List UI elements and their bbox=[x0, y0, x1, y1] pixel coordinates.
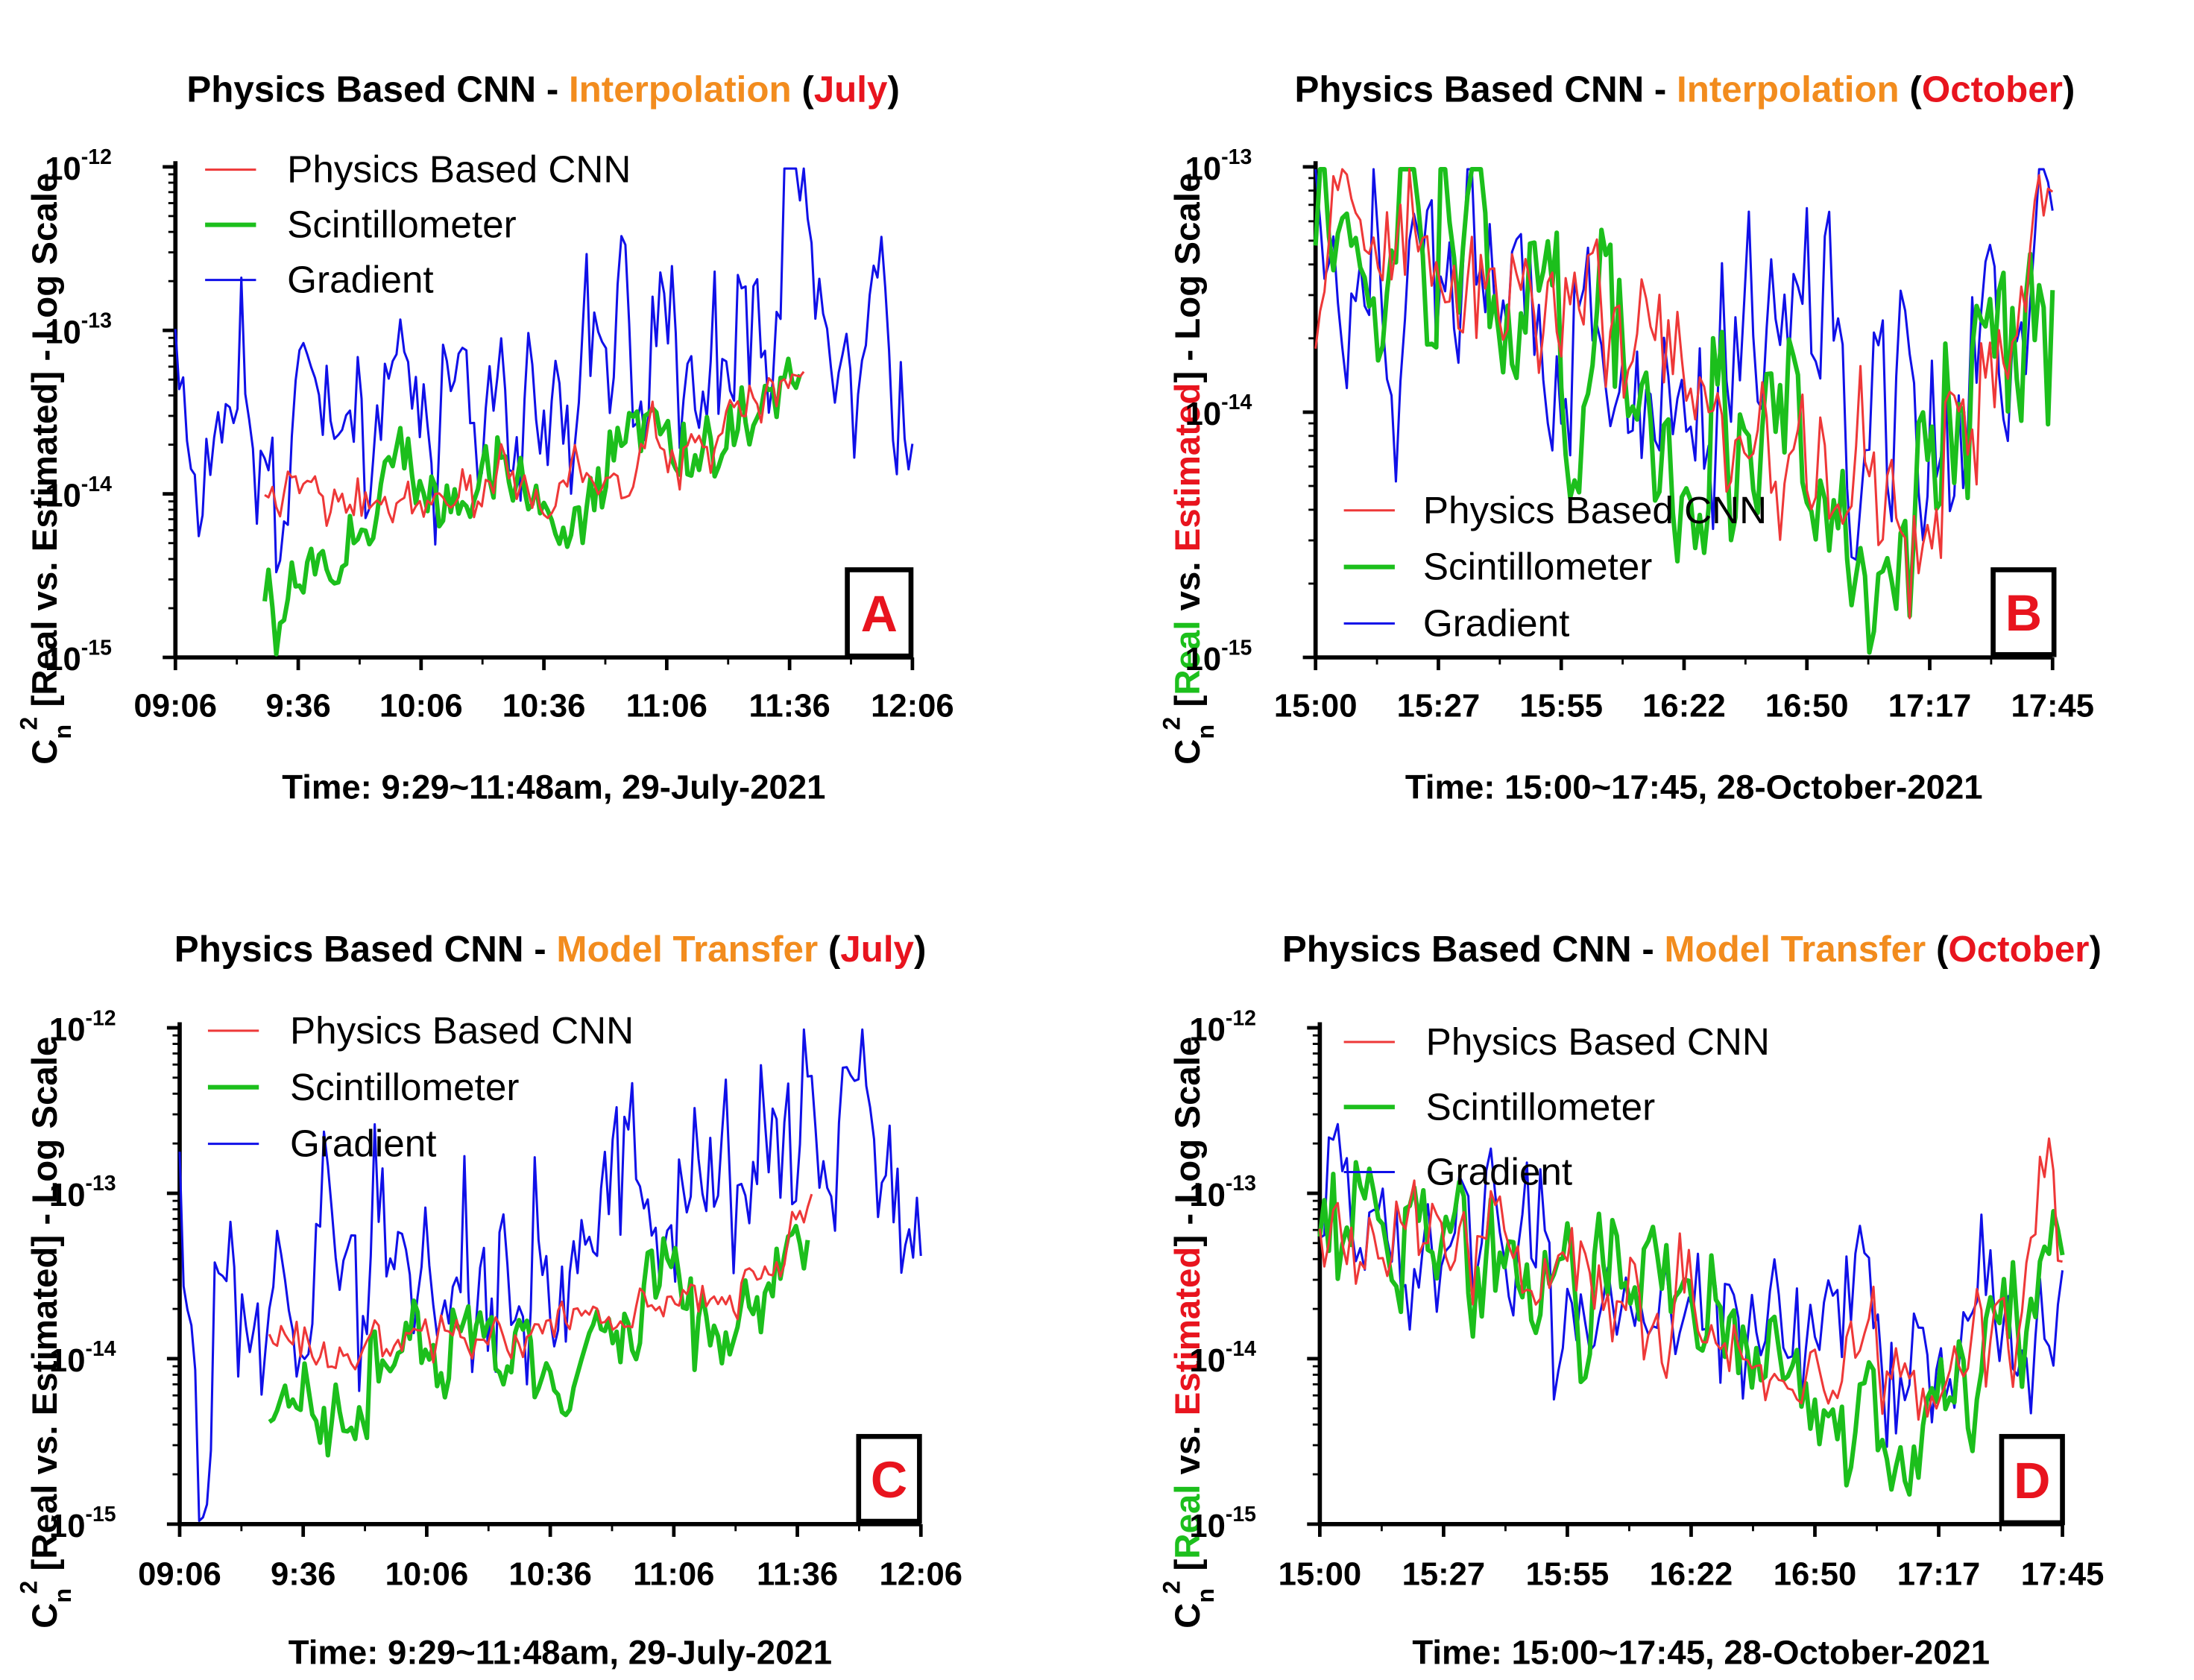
x-tick-label: 16:22 bbox=[1642, 689, 1726, 724]
y-tick-label: 10-15 bbox=[1189, 1503, 1256, 1544]
legend: Physics Based CNN Scintillometer Gradient bbox=[207, 1009, 634, 1165]
x-tick-label: 17:17 bbox=[1897, 1556, 1981, 1592]
panel-badge-letter: B bbox=[2005, 585, 2042, 642]
legend-label-cnn: Physics Based CNN bbox=[287, 148, 631, 191]
legend-label-gradient: Gradient bbox=[1426, 1151, 1572, 1193]
legend: Physics Based CNN Scintillometer Gradient bbox=[205, 148, 631, 301]
legend-label-gradient: Gradient bbox=[1423, 602, 1569, 645]
y-axis-label: Cn2 [Real vs. Estimated] - Log Scale bbox=[1159, 1037, 1220, 1629]
legend-label-gradient: Gradient bbox=[290, 1122, 436, 1165]
series-line-cnn bbox=[264, 370, 805, 527]
x-tick-label: 17:17 bbox=[1888, 689, 1972, 724]
legend-label-scintillometer: Scintillometer bbox=[290, 1066, 519, 1108]
x-tick-label: 16:50 bbox=[1774, 1556, 1857, 1592]
chart-panel-d: Physics Based CNN - Model Transfer (Octo… bbox=[1159, 929, 2105, 1672]
y-axis-label: Cn2 [Real vs. Estimated] - Log Scale bbox=[15, 173, 76, 765]
panel-badge-box bbox=[1990, 567, 2057, 657]
y-tick-label: 10-13 bbox=[49, 1172, 116, 1213]
series-line-cnn bbox=[1318, 1137, 2063, 1421]
series-line-cnn bbox=[268, 1193, 813, 1371]
y-tick-label: 10-13 bbox=[1189, 1172, 1256, 1213]
chart-panel-b: Physics Based CNN - Interpolation (Octob… bbox=[1159, 69, 2095, 806]
x-axis-label: Time: 15:00~17:45, 28-October-2021 bbox=[1405, 768, 1983, 806]
y-tick-label: 10-12 bbox=[49, 1006, 116, 1048]
x-tick-label: 15:27 bbox=[1397, 689, 1481, 724]
x-tick-label: 15:00 bbox=[1274, 689, 1358, 724]
y-tick-label: 10-15 bbox=[1185, 636, 1252, 678]
legend-label-scintillometer: Scintillometer bbox=[1423, 546, 1652, 588]
x-tick-label: 09:06 bbox=[138, 1556, 221, 1592]
x-tick-label: 15:00 bbox=[1279, 1556, 1362, 1592]
y-axis-label: Cn2 [Real vs. Estimated] - Log Scale bbox=[1159, 173, 1220, 765]
series-line-gradient bbox=[174, 167, 914, 574]
y-axis-label: Cn2 [Real vs. Estimated] - Log Scale bbox=[15, 1037, 76, 1629]
y-tick-label: 10-13 bbox=[45, 309, 112, 350]
legend-label-cnn: Physics Based CNN bbox=[1426, 1020, 1770, 1063]
x-tick-label: 11:36 bbox=[749, 689, 830, 724]
y-tick-label: 10-15 bbox=[45, 636, 112, 678]
x-tick-label: 10:06 bbox=[385, 1556, 469, 1592]
x-tick-label: 10:06 bbox=[379, 689, 463, 724]
x-tick-label: 17:45 bbox=[2011, 689, 2094, 724]
x-tick-label: 10:36 bbox=[508, 1556, 592, 1592]
series-line-scintillometer bbox=[1313, 167, 2055, 655]
x-tick-label: 16:50 bbox=[1765, 689, 1849, 724]
x-axis-label: Time: 15:00~17:45, 28-October-2021 bbox=[1412, 1634, 1990, 1672]
x-tick-label: 12:06 bbox=[879, 1556, 962, 1592]
chart-title: Physics Based CNN - Model Transfer (Octo… bbox=[1282, 929, 2102, 970]
legend-label-cnn: Physics Based CNN bbox=[1423, 489, 1767, 531]
y-tick-label: 10-13 bbox=[1185, 145, 1252, 187]
y-tick-label: 10-15 bbox=[49, 1503, 116, 1544]
panel-badge-box bbox=[856, 1433, 922, 1524]
y-tick-label: 10-12 bbox=[45, 145, 112, 187]
legend-label-scintillometer: Scintillometer bbox=[287, 203, 516, 246]
legend-label-scintillometer: Scintillometer bbox=[1426, 1085, 1655, 1128]
x-tick-label: 16:22 bbox=[1650, 1556, 1733, 1592]
x-axis-label: Time: 9:29~11:48am, 29-July-2021 bbox=[289, 1634, 832, 1672]
legend: Physics Based CNN Scintillometer Gradient bbox=[1343, 1020, 1770, 1193]
x-axis-label: Time: 9:29~11:48am, 29-July-2021 bbox=[282, 768, 825, 806]
x-tick-label: 12:06 bbox=[871, 689, 954, 724]
legend-label-cnn: Physics Based CNN bbox=[290, 1009, 634, 1052]
chart-title: Physics Based CNN - Interpolation (July) bbox=[186, 69, 899, 110]
series-line-scintillometer bbox=[268, 1223, 810, 1458]
x-tick-label: 09:06 bbox=[133, 689, 217, 724]
panel-badge-box bbox=[845, 567, 914, 659]
series-line-scintillometer bbox=[1317, 1160, 2065, 1497]
x-tick-label: 11:06 bbox=[626, 689, 707, 724]
x-tick-label: 15:27 bbox=[1402, 1556, 1486, 1592]
x-tick-label: 15:55 bbox=[1526, 1556, 1610, 1592]
chart-panel-c: Physics Based CNN - Model Transfer (July… bbox=[15, 929, 962, 1672]
x-tick-label: 15:55 bbox=[1519, 689, 1603, 724]
panel-badge-letter: A bbox=[861, 586, 898, 642]
x-tick-label: 9:36 bbox=[265, 689, 330, 724]
legend-label-gradient: Gradient bbox=[287, 259, 433, 301]
series-line-cnn bbox=[1314, 168, 2054, 619]
chart-panel-a: Physics Based CNN - Interpolation (July)… bbox=[15, 69, 953, 806]
y-tick-label: 10-14 bbox=[45, 473, 112, 514]
x-tick-label: 11:36 bbox=[757, 1556, 838, 1592]
panel-badge-letter: C bbox=[871, 1452, 907, 1509]
y-tick-label: 10-14 bbox=[1189, 1337, 1256, 1379]
y-tick-label: 10-14 bbox=[49, 1337, 116, 1379]
x-tick-label: 10:36 bbox=[502, 689, 586, 724]
chart-title: Physics Based CNN - Interpolation (Octob… bbox=[1294, 69, 2075, 110]
panel-badge-box bbox=[1999, 1433, 2065, 1526]
legend: Physics Based CNN Scintillometer Gradient bbox=[1343, 489, 1767, 645]
panel-badge-letter: D bbox=[2014, 1453, 2050, 1509]
y-tick-label: 10-12 bbox=[1189, 1006, 1256, 1048]
x-tick-label: 17:45 bbox=[2021, 1556, 2105, 1592]
x-tick-label: 11:06 bbox=[633, 1556, 714, 1592]
chart-title: Physics Based CNN - Model Transfer (July… bbox=[174, 929, 927, 970]
y-tick-label: 10-14 bbox=[1185, 391, 1252, 432]
x-tick-label: 9:36 bbox=[271, 1556, 335, 1592]
